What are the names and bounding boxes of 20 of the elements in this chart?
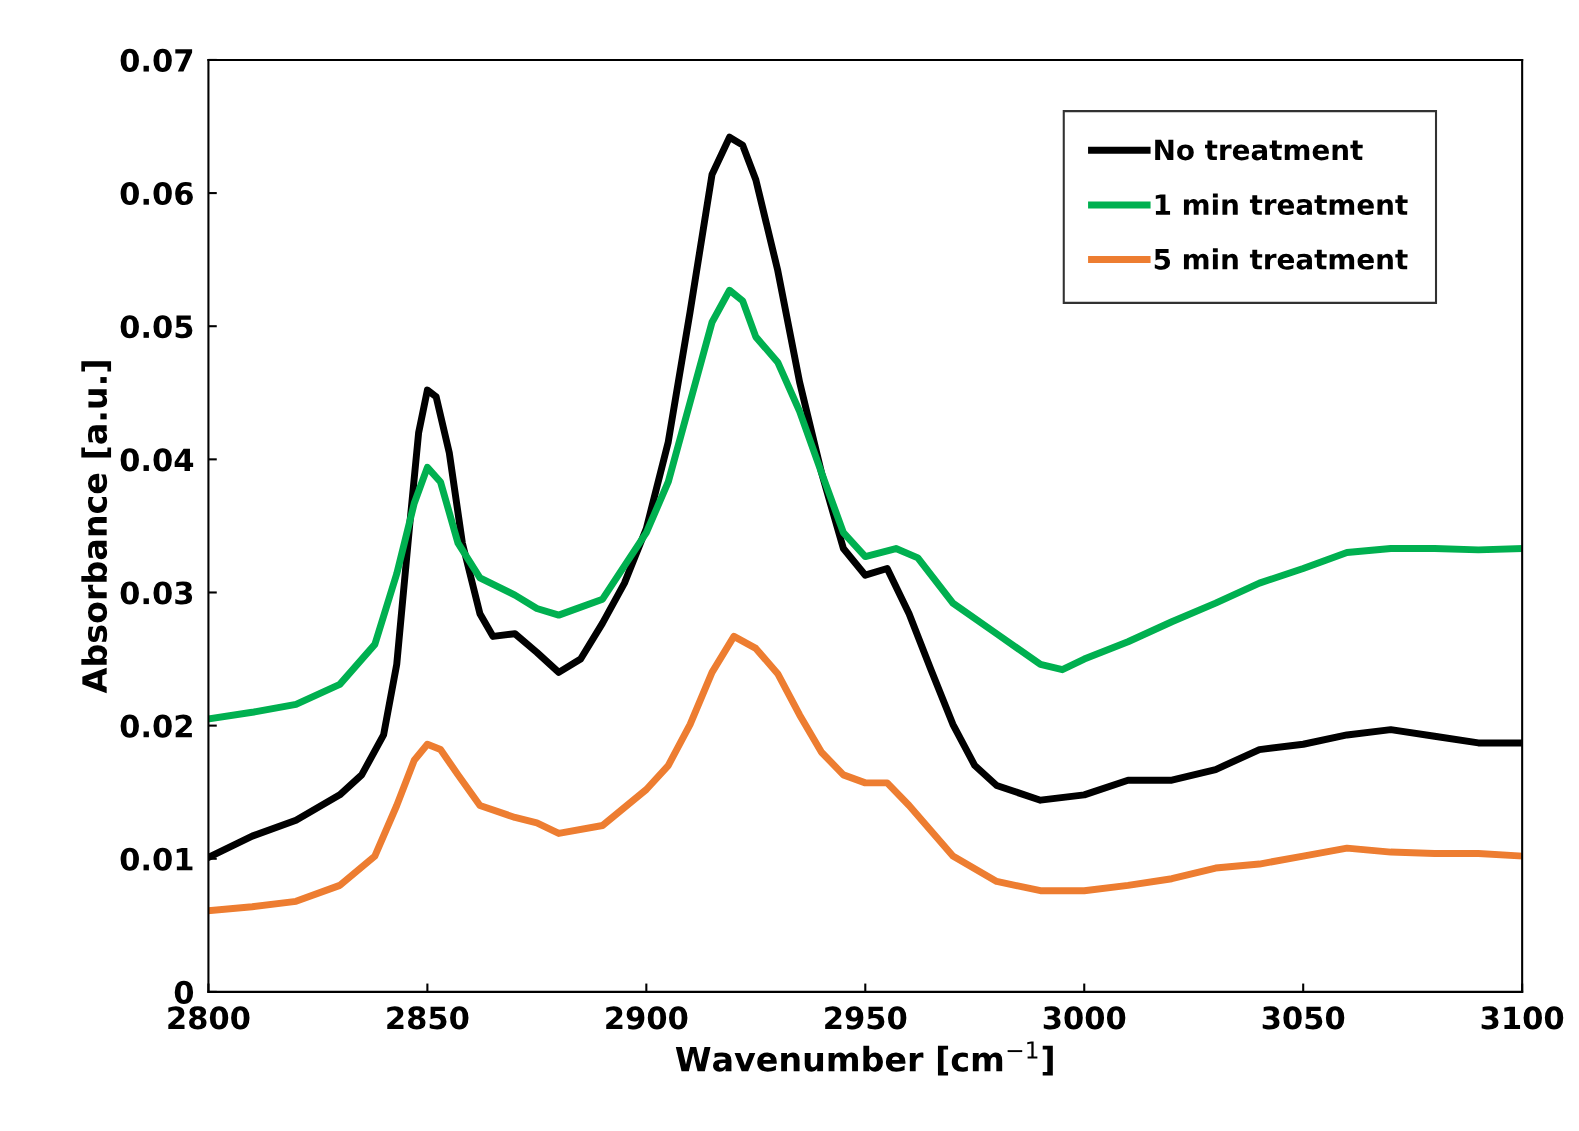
x-tick-label: 3100 — [1481, 1006, 1564, 1030]
y-axis-title: Absorbance [a.u.] — [81, 361, 112, 694]
y-tick-label: 0.02 — [120, 714, 192, 738]
x-tick-label: 2850 — [387, 1006, 469, 1030]
y-tick-label: 0.04 — [120, 448, 194, 472]
x-tick-label: 2950 — [825, 1006, 907, 1030]
x-tick-label: 3000 — [1043, 1006, 1126, 1030]
x-tick-label: 3050 — [1262, 1006, 1345, 1030]
x-tick-label: 2900 — [606, 1006, 688, 1030]
y-tick-label: 0.06 — [120, 182, 193, 206]
y-tick-label: 0 — [174, 980, 194, 1004]
y-tick-label: 0.07 — [120, 48, 193, 72]
legend-label: 5 min treatment — [1154, 248, 1408, 270]
y-tick-label: 0.05 — [120, 315, 193, 339]
y-tick-label: 0.03 — [120, 581, 193, 605]
legend-label: 1 min treatment — [1155, 193, 1408, 216]
x-tick-label: 2800 — [168, 1006, 250, 1030]
legend-label: No treatment — [1155, 139, 1363, 161]
x-axis-title: Wavenumber [cm$^{−1}$] — [675, 1041, 1053, 1076]
y-tick-label: 0.01 — [120, 847, 193, 871]
